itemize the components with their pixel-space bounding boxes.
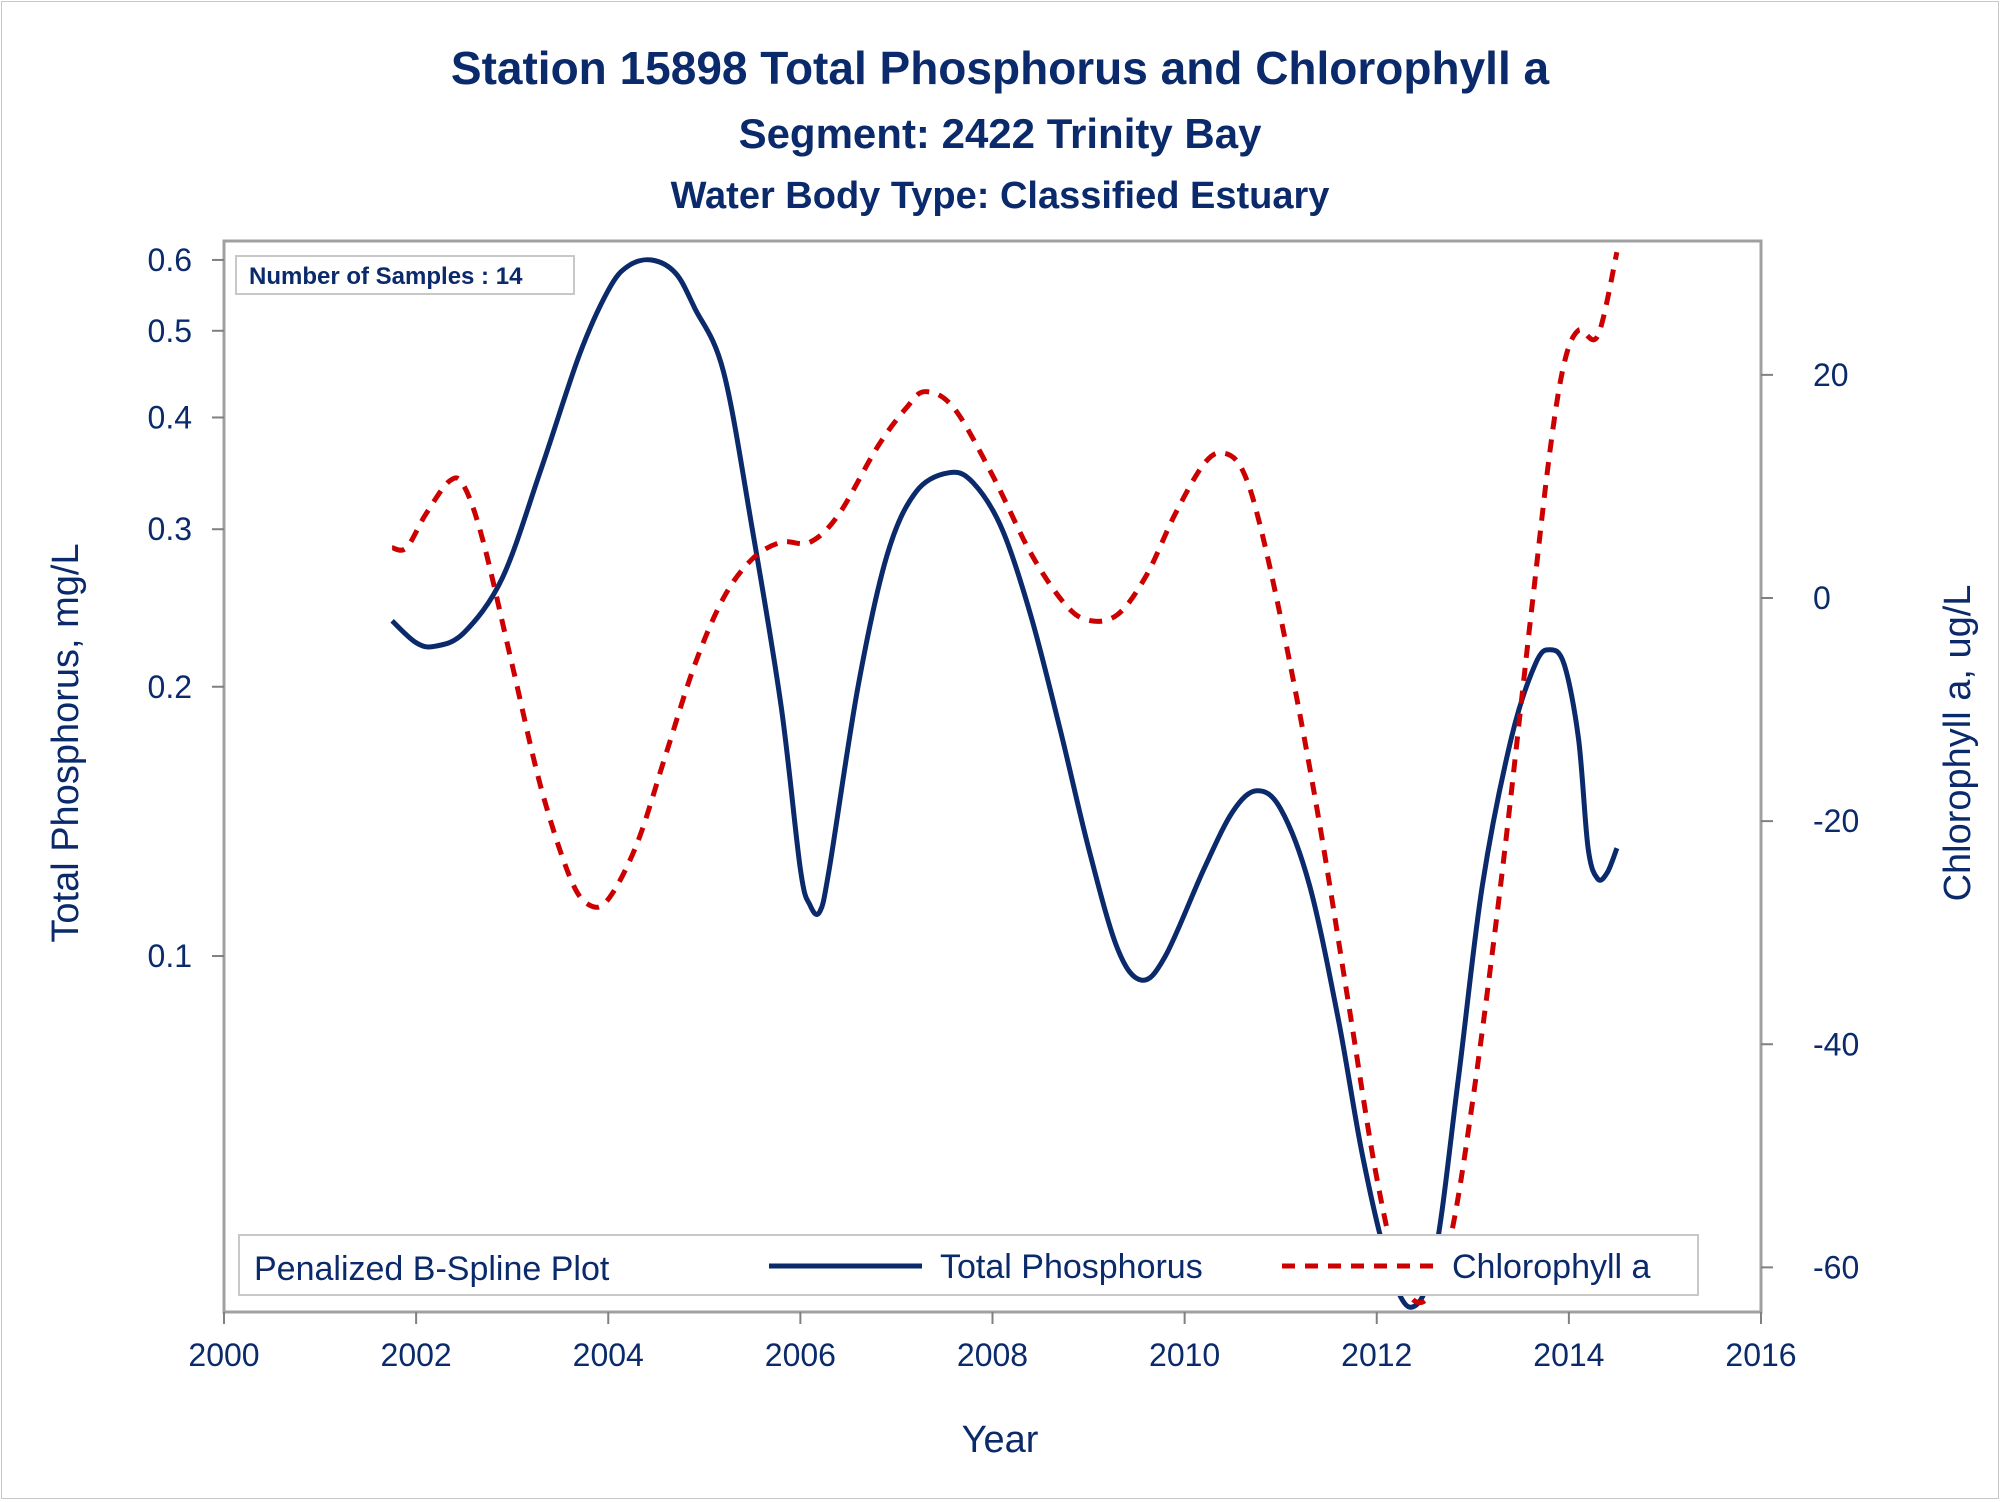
x-tick-label: 2004 <box>573 1337 644 1373</box>
sample-count-text: Number of Samples : 14 <box>249 263 523 290</box>
x-tick-label: 2014 <box>1533 1337 1604 1373</box>
legend-box <box>238 1234 1699 1296</box>
y-tick-label: 0.2 <box>148 669 192 705</box>
y2-tick-label: -40 <box>1813 1026 1859 1062</box>
chart-subtitle-water-body: Water Body Type: Classified Estuary <box>671 175 1330 217</box>
x-tick-label: 2006 <box>765 1337 836 1373</box>
chart-subtitle: Segment: 2422 Trinity Bay <box>739 110 1263 157</box>
legend-label-chlorophyll-a: Chlorophyll a <box>1452 1248 1651 1286</box>
x-tick-label: 2012 <box>1341 1337 1412 1373</box>
x-tick-label: 2016 <box>1725 1337 1796 1373</box>
y-tick-label: 0.6 <box>148 242 192 278</box>
y2-tick-label: -20 <box>1813 803 1859 839</box>
y-tick-label: 0.1 <box>148 938 192 974</box>
total-phosphorus-line <box>390 257 1620 1310</box>
y2-tick-label: -60 <box>1813 1249 1859 1285</box>
y-axis-label-right: Chlorophyll a, ug/L <box>1937 585 1979 902</box>
legend-title: Penalized B-Spline Plot <box>254 1250 610 1288</box>
x-tick-label: 2000 <box>188 1337 259 1373</box>
y-axis-left: 0.6 0.5 0.4 0.3 0.2 0.1 <box>148 242 224 974</box>
y-tick-label: 0.5 <box>148 313 192 349</box>
y-tick-label: 0.3 <box>148 511 192 547</box>
legend-label-total-phosphorus: Total Phosphorus <box>940 1248 1203 1286</box>
legend: Penalized B-Spline Plot Total Phosphorus… <box>238 1234 1699 1296</box>
plot-area <box>222 239 1763 1314</box>
y2-tick-label: 20 <box>1813 357 1849 393</box>
y-tick-label: 0.4 <box>148 399 192 435</box>
chart-title: Station 15898 Total Phosphorus and Chlor… <box>451 42 1550 94</box>
x-axis: 2000 2002 2004 2006 2008 2010 2012 2014 2016 <box>188 1312 1797 1373</box>
y-axis-right: 20 0 -20 -40 -60 <box>1761 357 1859 1285</box>
x-tick-label: 2008 <box>957 1337 1028 1373</box>
y-axis-label-left: Total Phosphorus, mg/L <box>45 543 87 942</box>
x-axis-label: Year <box>962 1419 1039 1461</box>
sample-count-note: Number of Samples : 14 <box>235 255 575 295</box>
series-layer <box>390 251 1620 1310</box>
chlorophyll-a-line <box>391 251 1620 1306</box>
x-tick-label: 2002 <box>381 1337 452 1373</box>
y2-tick-label: 0 <box>1813 580 1831 616</box>
x-tick-label: 2010 <box>1149 1337 1220 1373</box>
